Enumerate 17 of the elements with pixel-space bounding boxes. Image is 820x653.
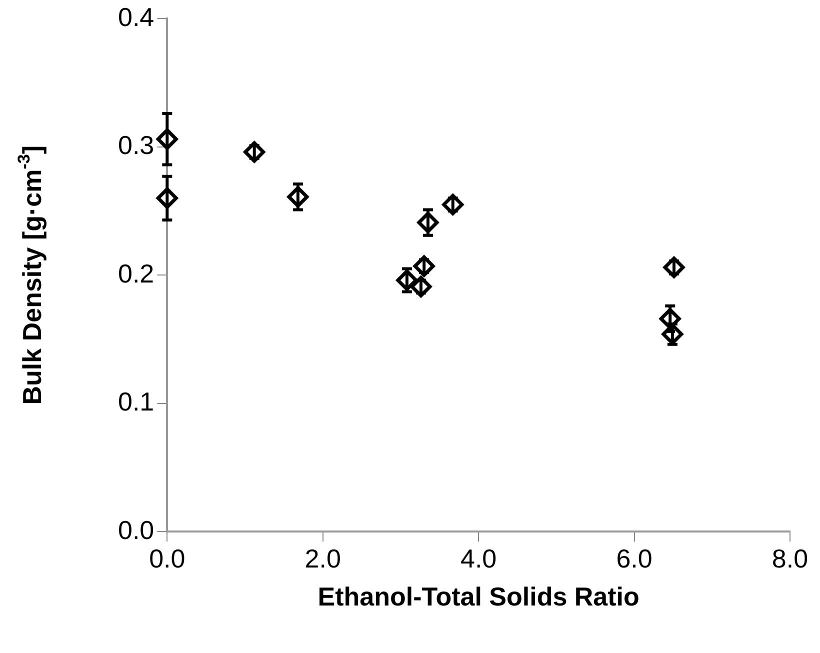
point: [442, 194, 464, 216]
x-tick-label: 8.0: [772, 543, 808, 574]
y-tick-label: 0.2: [118, 258, 154, 288]
x-tick-label: 6.0: [616, 543, 652, 574]
point: [413, 255, 435, 277]
point: [410, 276, 432, 298]
y-tick-label: 0.1: [118, 386, 154, 417]
point: [244, 141, 266, 163]
y-axis-title: Bulk Density [g·cm-3]: [14, 145, 48, 405]
x-tick-label: 0.0: [149, 543, 186, 574]
y-tick-label: 0.4: [118, 2, 154, 32]
point: [663, 256, 685, 278]
y-tick-label: 0.3: [118, 130, 154, 160]
x-tick-label: 2.0: [304, 543, 341, 574]
x-axis-title: Ethanol-Total Solids Ratio: [318, 582, 640, 612]
x-tick-label: 4.0: [460, 543, 497, 574]
y-tick-label: 0.0: [118, 514, 154, 545]
